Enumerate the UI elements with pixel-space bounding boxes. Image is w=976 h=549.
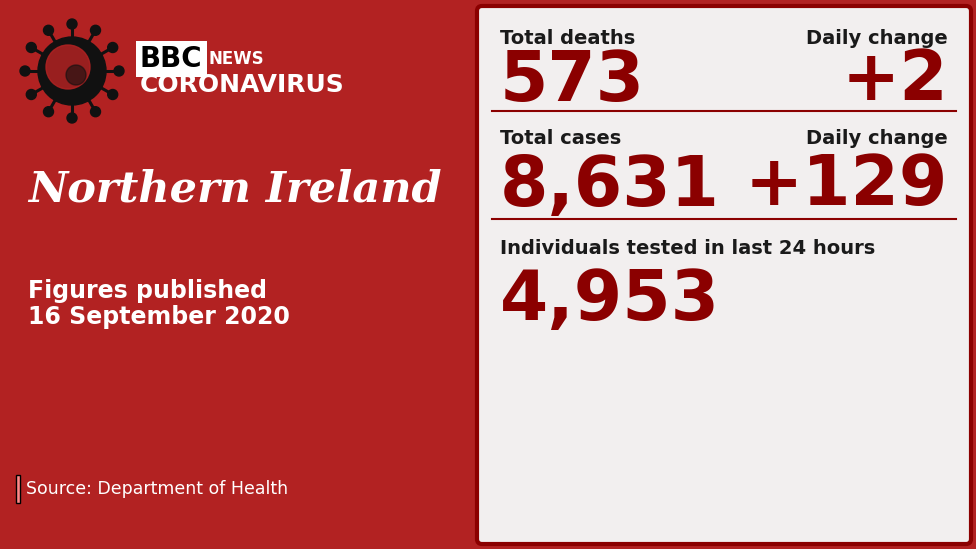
Circle shape [66, 65, 86, 85]
Circle shape [67, 19, 77, 29]
Circle shape [107, 42, 118, 53]
Text: Northern Ireland: Northern Ireland [28, 168, 441, 210]
Circle shape [26, 42, 36, 53]
Text: Daily change: Daily change [806, 29, 948, 48]
Circle shape [91, 107, 101, 117]
Text: 573: 573 [500, 48, 645, 115]
Circle shape [44, 25, 54, 35]
Circle shape [114, 66, 124, 76]
Circle shape [26, 89, 36, 99]
Text: +129: +129 [745, 153, 948, 220]
Text: NEWS: NEWS [208, 50, 264, 68]
Text: 8,631: 8,631 [500, 153, 720, 220]
Text: BBC: BBC [140, 45, 203, 73]
Circle shape [20, 66, 30, 76]
Text: +2: +2 [841, 48, 948, 115]
FancyBboxPatch shape [477, 6, 971, 544]
Text: 16 September 2020: 16 September 2020 [28, 305, 290, 329]
Text: Daily change: Daily change [806, 130, 948, 148]
Circle shape [67, 113, 77, 123]
Circle shape [107, 89, 118, 99]
Circle shape [91, 25, 101, 35]
FancyBboxPatch shape [16, 475, 20, 503]
Text: CORONAVIRUS: CORONAVIRUS [140, 73, 345, 97]
Text: Total deaths: Total deaths [500, 29, 635, 48]
Circle shape [38, 37, 106, 105]
Text: Figures published: Figures published [28, 279, 267, 303]
Text: Source: Department of Health: Source: Department of Health [26, 480, 288, 498]
Text: 4,953: 4,953 [500, 267, 720, 334]
Text: Total cases: Total cases [500, 130, 622, 148]
Circle shape [46, 45, 90, 89]
Text: Individuals tested in last 24 hours: Individuals tested in last 24 hours [500, 239, 875, 259]
Circle shape [44, 107, 54, 117]
